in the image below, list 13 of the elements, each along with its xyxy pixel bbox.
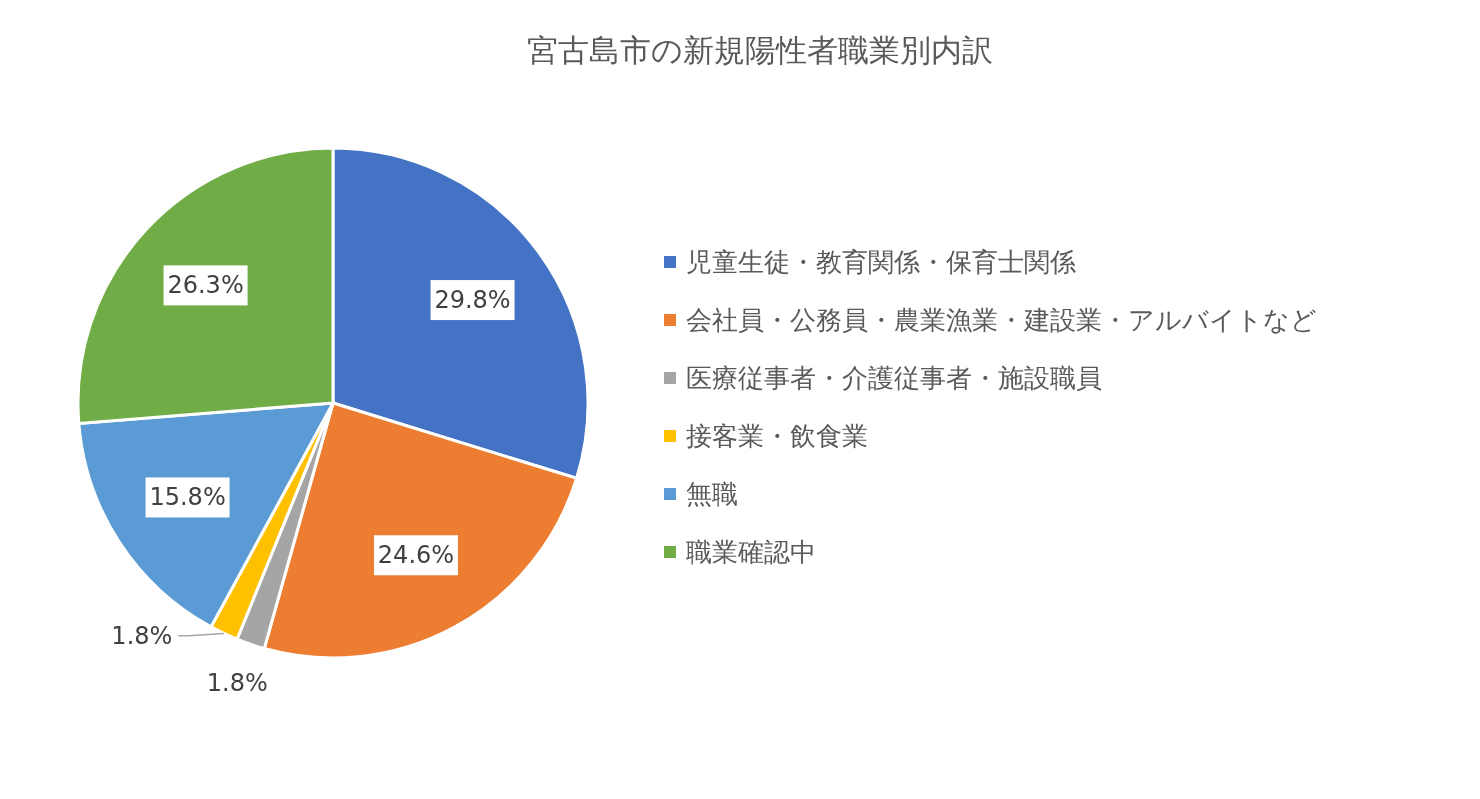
data-label: 24.6% (377, 541, 455, 570)
chart-title: 宮古島市の新規陽性者職業別内訳 (527, 32, 993, 68)
data-label: 29.8% (434, 286, 511, 315)
legend-label: 接客業・飲食業 (686, 421, 868, 451)
data-label: 1.8% (111, 621, 173, 650)
legend-label: 医療従事者・介護従事者・施設職員 (686, 363, 1102, 393)
legend-label: 会社員・公務員・農業漁業・建設業・アルバイトなど (686, 305, 1317, 335)
data-label: 1.8% (206, 668, 268, 697)
legend-label: 児童生徒・教育関係・保育士関係 (686, 247, 1076, 277)
data-label: 26.3% (167, 271, 244, 300)
legend-label: 職業確認中 (686, 537, 816, 567)
legend-label: 無職 (686, 479, 738, 509)
data-label: 15.8% (149, 483, 226, 512)
